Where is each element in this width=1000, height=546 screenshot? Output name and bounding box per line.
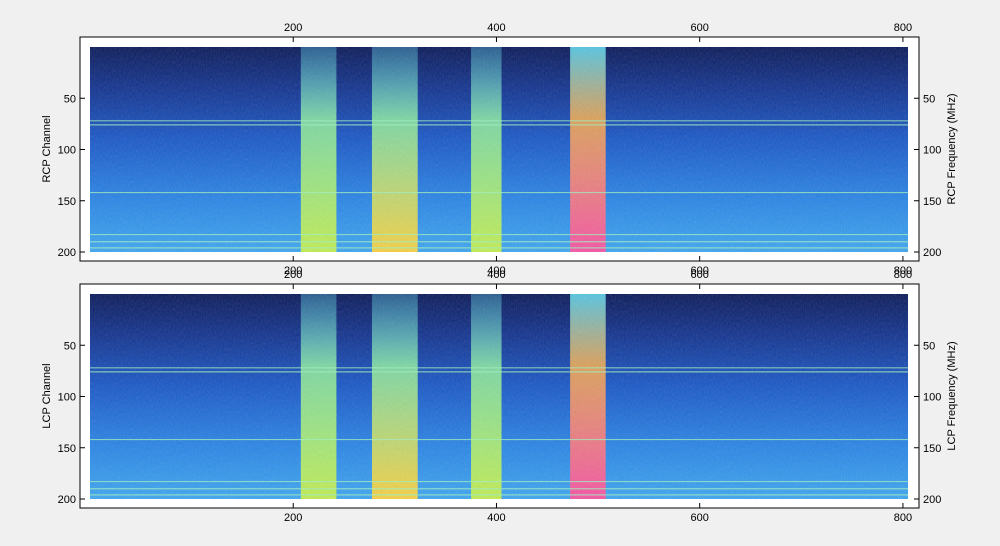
x-tick-label-bottom: 800	[894, 265, 912, 277]
y-tick-label-right: 200	[923, 494, 941, 506]
noise-texture	[90, 294, 908, 499]
x-tick-label-top: 600	[691, 269, 709, 281]
lcp-panel: 200 200 400 400 600 600 800 800 50 50 100 100 150 150…	[41, 269, 958, 524]
y-tick-label-left: 100	[58, 145, 76, 157]
y-tick-label-right: 50	[923, 93, 935, 105]
y-tick-label-right: 100	[923, 145, 941, 157]
noise-texture	[90, 47, 908, 252]
rcp-panel: 200 200 400 400 600 600 800 800 50 50 100 100 150 150…	[41, 22, 958, 277]
y-tick-label-right: 200	[923, 247, 941, 259]
y-tick-label-left: 150	[58, 196, 76, 208]
y-tick-label-left: 150	[58, 443, 76, 455]
x-tick-label-top: 400	[487, 269, 505, 281]
x-tick-label-top: 200	[284, 269, 302, 281]
x-tick-label-bottom: 600	[691, 512, 709, 524]
rcp-channel-label: RCP Channel	[41, 115, 53, 182]
lcp-frequency-label: LCP Frequency (MHz)	[946, 341, 958, 450]
x-tick-label-top: 200	[284, 22, 302, 34]
y-tick-label-left: 100	[58, 392, 76, 404]
x-tick-label-top: 400	[487, 22, 505, 34]
y-tick-label-right: 50	[923, 340, 935, 352]
x-tick-label-top: 800	[894, 269, 912, 281]
y-tick-label-left: 50	[64, 340, 76, 352]
y-tick-label-right: 150	[923, 196, 941, 208]
x-tick-label-top: 600	[691, 22, 709, 34]
rcp-frequency-label: RCP Frequency (MHz)	[946, 93, 958, 204]
x-tick-label-bottom: 400	[487, 265, 505, 277]
x-tick-label-bottom: 800	[894, 512, 912, 524]
x-tick-label-bottom: 600	[691, 265, 709, 277]
x-tick-label-bottom: 400	[487, 512, 505, 524]
x-tick-label-bottom: 200	[284, 265, 302, 277]
y-tick-label-right: 150	[923, 443, 941, 455]
x-tick-label-bottom: 200	[284, 512, 302, 524]
y-tick-label-right: 100	[923, 392, 941, 404]
x-tick-label-top: 800	[894, 22, 912, 34]
lcp-channel-label: LCP Channel	[41, 363, 53, 428]
rcp-heatmap	[90, 47, 908, 252]
y-tick-label-left: 200	[58, 247, 76, 259]
lcp-heatmap	[90, 294, 908, 499]
y-tick-label-left: 50	[64, 93, 76, 105]
y-tick-label-left: 200	[58, 494, 76, 506]
